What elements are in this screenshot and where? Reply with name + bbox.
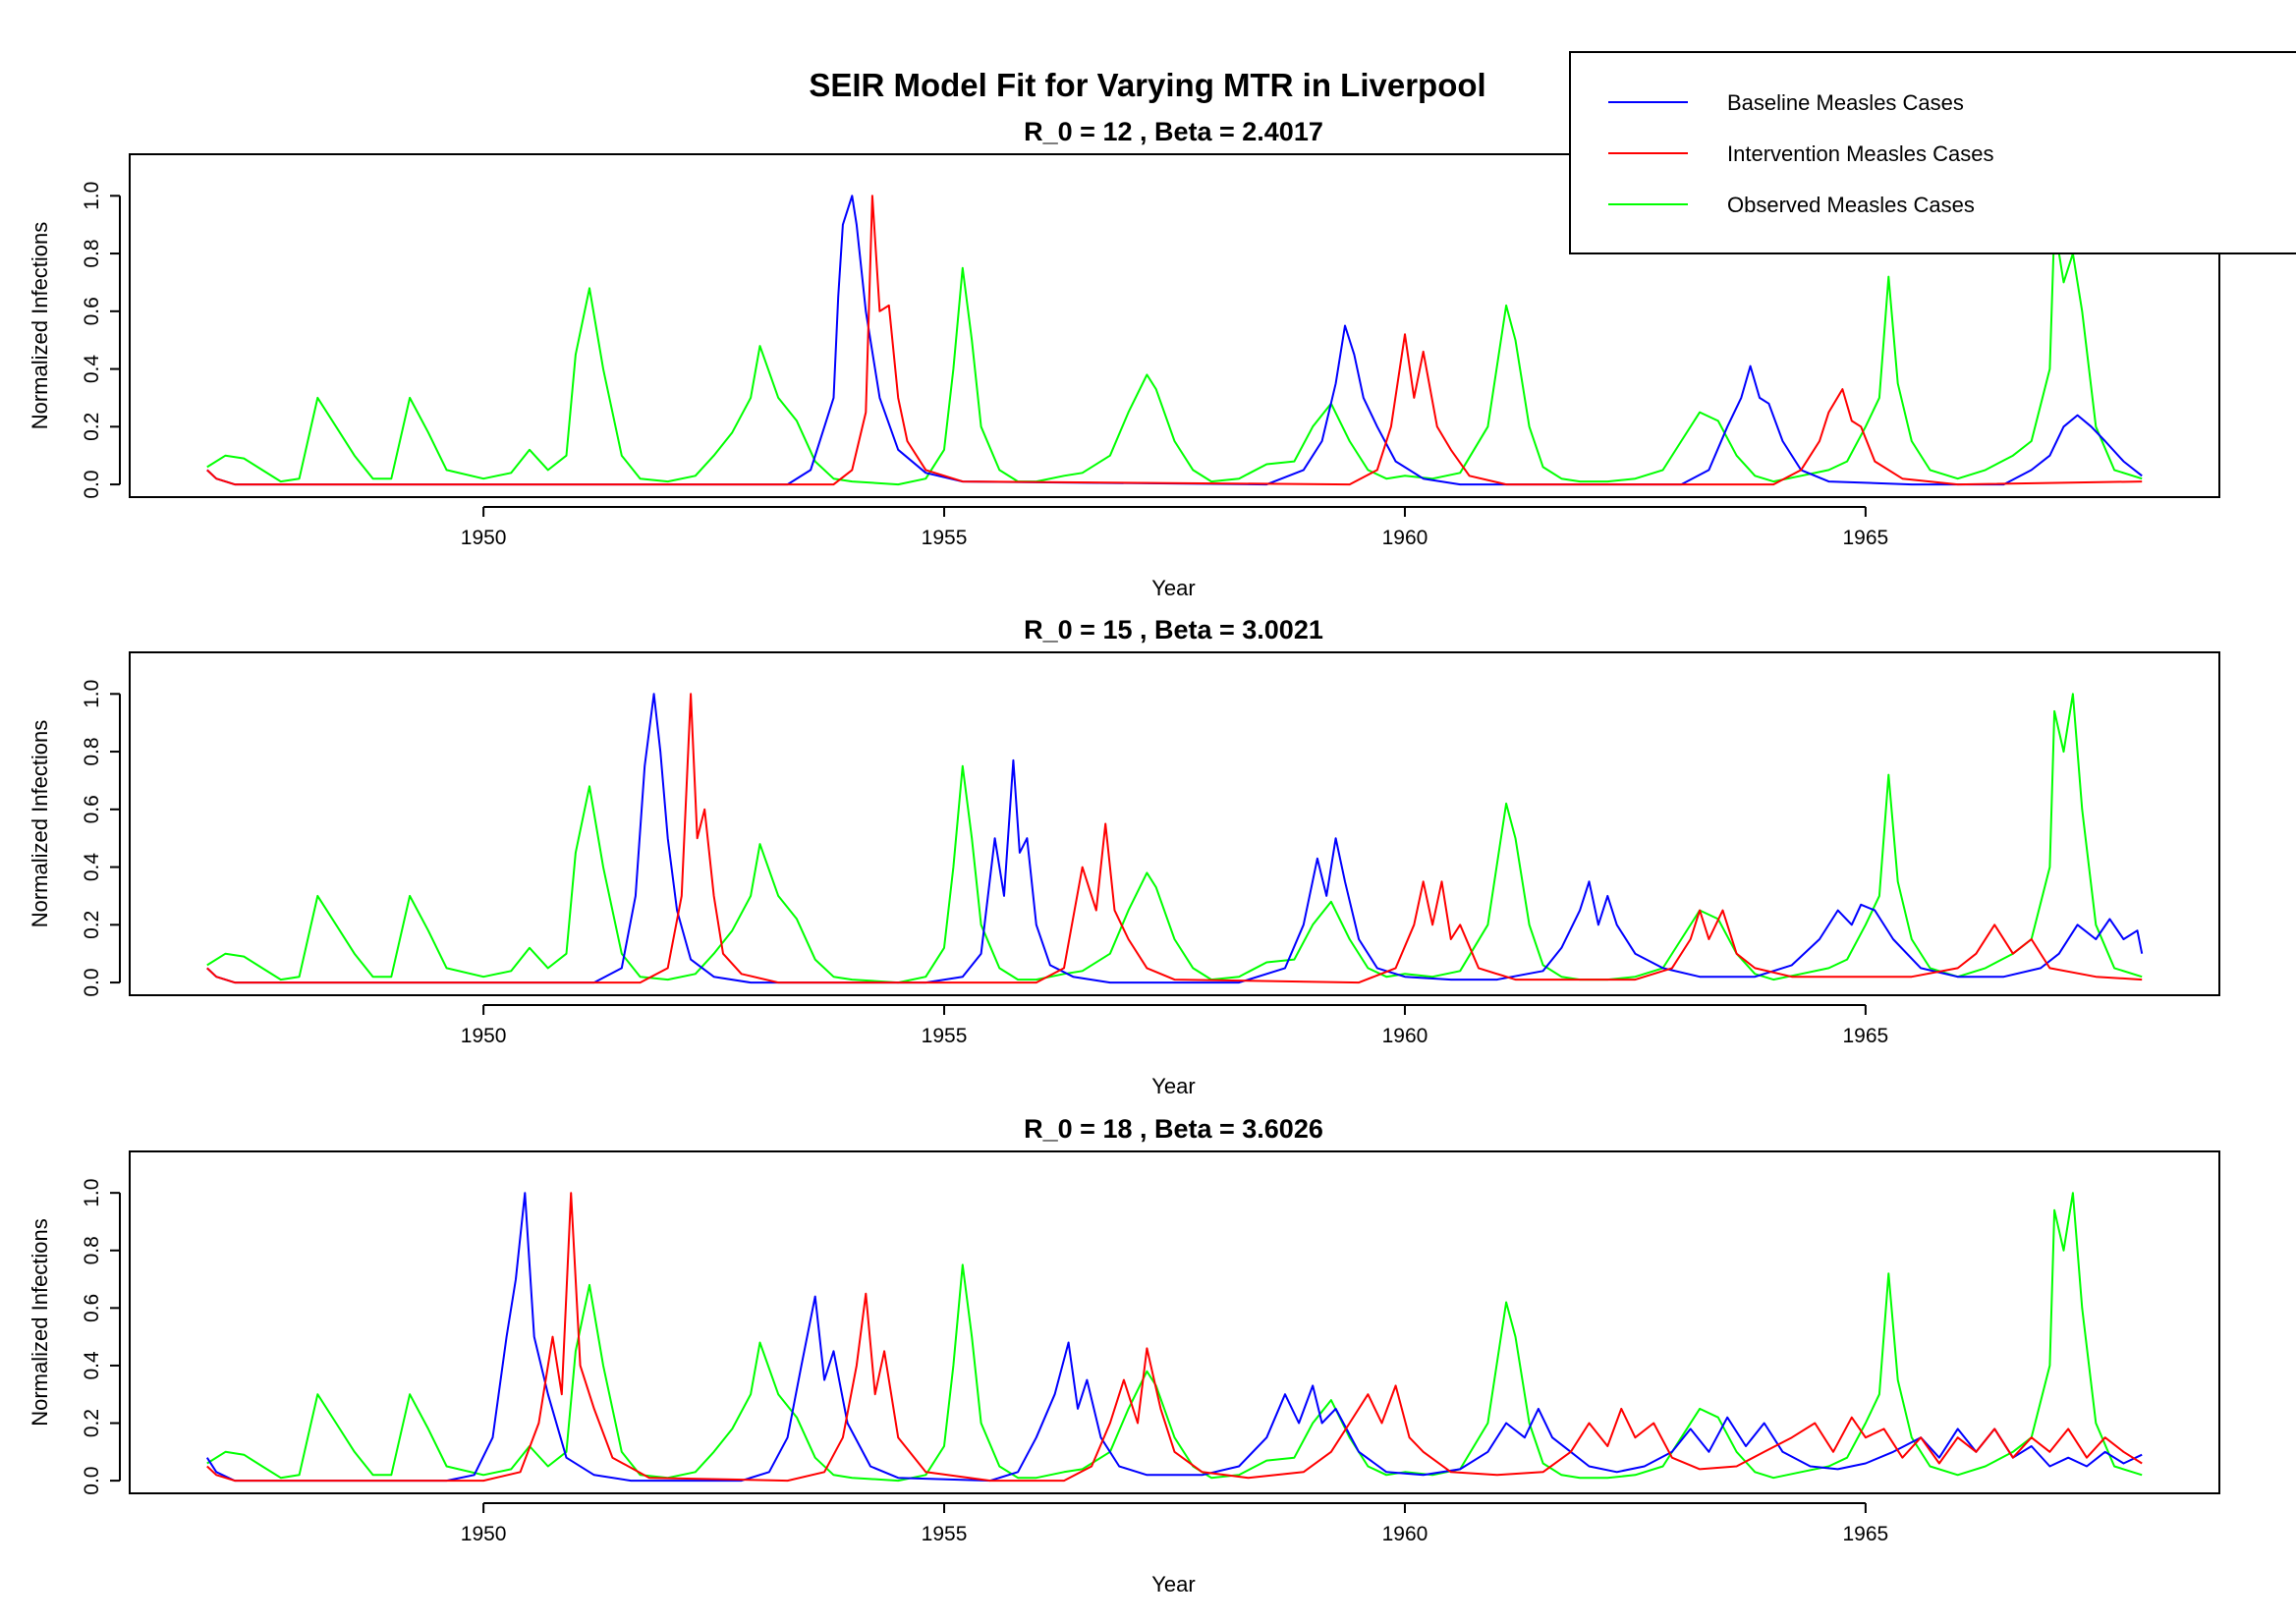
panel-title: R_0 = 12 , Beta = 2.4017	[1024, 117, 1323, 146]
x-axis-label: Year	[1151, 1074, 1195, 1098]
x-tick-label: 1965	[1843, 1523, 1889, 1545]
y-tick-label: 0.4	[81, 853, 103, 882]
x-tick-label: 1955	[922, 1523, 968, 1545]
x-tick-label: 1965	[1843, 527, 1889, 549]
y-tick-label: 0.2	[81, 1409, 103, 1437]
plot-frame	[129, 153, 2220, 498]
legend-label: Baseline Measles Cases	[1727, 90, 1964, 115]
x-tick-label: 1950	[461, 527, 507, 549]
y-tick-label: 0.8	[81, 1236, 103, 1264]
y-tick-label: 0.2	[81, 911, 103, 939]
plot-frame	[129, 651, 2220, 996]
figure-title: SEIR Model Fit for Varying MTR in Liverp…	[809, 67, 1485, 103]
y-tick-label: 0.4	[81, 355, 103, 384]
x-tick-label: 1960	[1382, 527, 1428, 549]
x-tick-label: 1950	[461, 1025, 507, 1047]
y-tick-label: 1.0	[81, 182, 103, 210]
y-tick-label: 1.0	[81, 680, 103, 708]
x-tick-label: 1950	[461, 1523, 507, 1545]
y-tick-label: 1.0	[81, 1179, 103, 1207]
y-tick-label: 0.6	[81, 1294, 103, 1322]
x-tick-label: 1960	[1382, 1523, 1428, 1545]
legend-label: Observed Measles Cases	[1727, 193, 1975, 217]
x-tick-label: 1955	[922, 1025, 968, 1047]
series-line-intervention	[206, 1192, 2143, 1483]
y-tick-label: 0.8	[81, 737, 103, 765]
series-line-observed	[206, 223, 2143, 486]
y-tick-label: 0.0	[81, 1467, 103, 1495]
y-tick-label: 0.2	[81, 413, 103, 441]
panel-3: R_0 = 18 , Beta = 3.6026 1950 1955 1960 1965…	[28, 1114, 2220, 1596]
y-tick-label: 0.0	[81, 470, 103, 498]
y-tick-label: 0.4	[81, 1351, 103, 1380]
series-line-observed	[206, 1192, 2143, 1483]
series-group	[206, 693, 2144, 984]
y-axis-label: Normalized Infections	[28, 222, 52, 430]
x-axis-label: Year	[1151, 576, 1195, 600]
legend: Baseline Measles Cases Intervention Measl…	[1569, 51, 2296, 254]
series-group	[206, 195, 2143, 486]
panel-1: R_0 = 12 , Beta = 2.4017 1950 1955 1960 1965…	[28, 117, 2220, 600]
panel-title: R_0 = 18 , Beta = 3.6026	[1024, 1114, 1323, 1144]
legend-box	[1569, 51, 2296, 254]
x-tick-label: 1960	[1382, 1025, 1428, 1047]
panel-title: R_0 = 15 , Beta = 3.0021	[1024, 615, 1323, 644]
panel-2: R_0 = 15 , Beta = 3.0021 1950 1955 1960 1965…	[28, 615, 2220, 1098]
series-group	[205, 1192, 2143, 1483]
y-tick-label: 0.8	[81, 239, 103, 267]
y-tick-label: 0.6	[81, 795, 103, 823]
series-line-intervention	[206, 195, 2143, 486]
legend-label: Intervention Measles Cases	[1727, 141, 1993, 166]
series-line-baseline	[206, 693, 2144, 984]
x-tick-label: 1965	[1843, 1025, 1889, 1047]
x-tick-label: 1955	[922, 527, 968, 549]
series-line-intervention	[206, 693, 2143, 984]
y-tick-label: 0.6	[81, 297, 103, 325]
plot-frame	[129, 1150, 2220, 1494]
y-axis-label: Normalized Infections	[28, 1218, 52, 1427]
y-axis-label: Normalized Infections	[28, 720, 52, 928]
x-axis-label: Year	[1151, 1572, 1195, 1596]
series-line-observed	[206, 693, 2143, 984]
y-tick-label: 0.0	[81, 968, 103, 996]
series-line-baseline	[205, 1192, 2143, 1483]
